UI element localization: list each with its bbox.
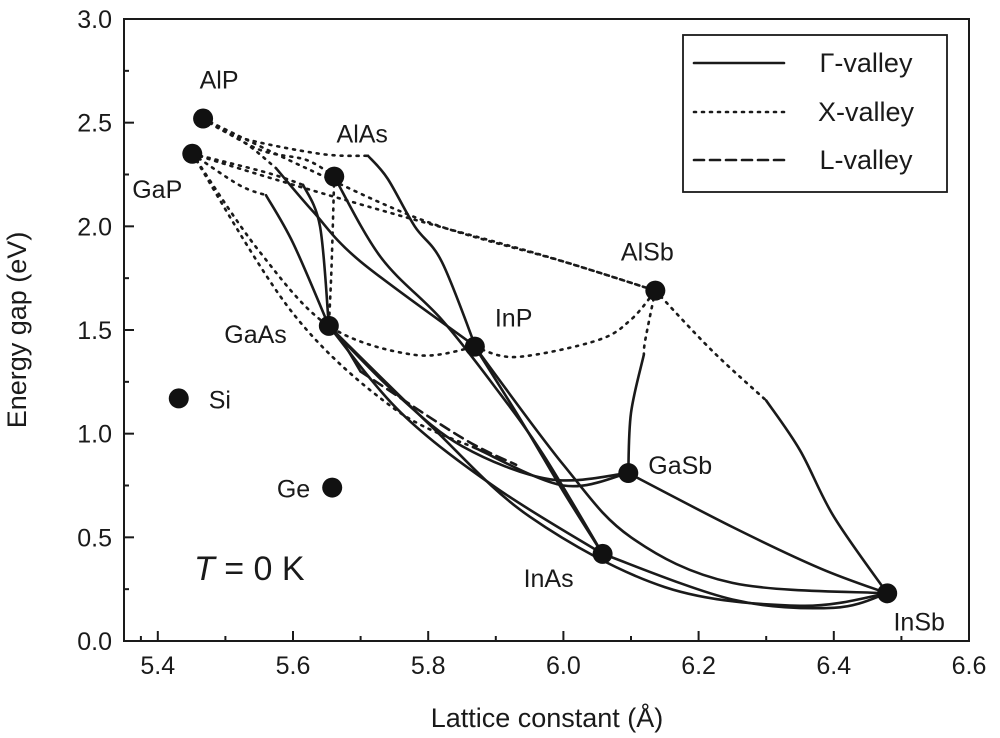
solid-curve — [274, 167, 477, 348]
tick-group: 5.4 5.6 5.8 6.0 6.2 6.4 6.6 0.0 0.5 1.0 1.5 2.0 2.5 3… — [77, 6, 986, 680]
y-tick-label: 3.0 — [77, 6, 112, 34]
legend-label-dashed: L-valley — [819, 145, 913, 175]
dotted-curve — [654, 289, 768, 402]
point-label-alsb: AlSb — [621, 239, 674, 267]
y-tick-label: 0.5 — [77, 524, 112, 552]
x-tick-label: 5.6 — [276, 652, 311, 680]
point-alas — [324, 166, 345, 187]
point-label-ge: Ge — [277, 476, 310, 504]
point-gasb — [618, 463, 639, 484]
point-label-si: Si — [209, 386, 231, 414]
legend-label-solid: Γ-valley — [820, 48, 913, 78]
x-axis-title: Lattice constant (Å) — [431, 702, 664, 733]
point-group: AlP GaP AlAs AlSb InP GaAs Si GaSb Ge InAs InSb — [132, 67, 945, 637]
point-label-inas: InAs — [524, 565, 574, 593]
point-label-gap: GaP — [132, 176, 182, 204]
solid-curve — [301, 183, 331, 328]
dotted-curve — [642, 289, 657, 357]
dotted-curve — [191, 152, 657, 292]
dotted-curve — [191, 152, 477, 357]
dotted-curve — [201, 117, 657, 292]
legend-box — [682, 34, 948, 193]
solid-curve — [327, 324, 604, 556]
x-tick-label: 6.4 — [816, 652, 851, 680]
temperature-value: = 0 K — [215, 550, 305, 588]
y-tick-label: 1.5 — [77, 317, 112, 345]
solid-curve — [627, 471, 889, 595]
y-tick-label: 0.0 — [77, 628, 112, 656]
point-insb — [877, 583, 898, 604]
point-gaas — [318, 315, 339, 336]
point-si — [168, 388, 189, 409]
dotted-curve — [191, 152, 477, 450]
x-tick-label: 5.8 — [411, 652, 446, 680]
point-label-gasb: GaSb — [648, 452, 712, 480]
x-tick-label: 6.0 — [546, 652, 581, 680]
dotted-curve — [201, 117, 278, 170]
point-inas — [592, 543, 613, 564]
dotted-curve — [327, 175, 336, 328]
solid-curve — [264, 193, 331, 328]
point-label-alas: AlAs — [337, 121, 388, 149]
temperature-annotation: T = 0 K — [194, 550, 305, 588]
point-inp — [464, 336, 485, 357]
point-alsb — [645, 280, 666, 301]
dotted-curve — [473, 289, 657, 359]
dotted-curve — [191, 152, 305, 187]
dotted-curve — [191, 152, 268, 197]
point-label-alp: AlP — [200, 67, 239, 95]
y-axis-title: Energy gap (eV) — [2, 232, 32, 429]
curve-group — [191, 117, 889, 610]
solid-curve — [332, 175, 604, 556]
point-ge — [322, 477, 343, 498]
y-tick-label: 2.0 — [77, 213, 112, 241]
point-alp — [193, 108, 214, 129]
temperature-symbol: T — [194, 550, 217, 588]
y-tick-label: 1.0 — [77, 421, 112, 449]
point-gap — [182, 143, 203, 164]
solid-curve — [473, 345, 604, 556]
dotted-curve — [201, 117, 336, 178]
solid-curve — [627, 353, 646, 475]
y-tick-label: 2.5 — [77, 110, 112, 138]
solid-curve — [764, 399, 889, 595]
point-label-inp: InP — [495, 305, 533, 333]
legend: Γ-valley X-valley L-valley — [682, 34, 948, 193]
solid-curve — [327, 324, 889, 608]
legend-label-dotted: X-valley — [818, 97, 915, 127]
dashed-curve — [359, 370, 518, 467]
point-label-insb: InSb — [893, 608, 944, 636]
point-label-gaas: GaAs — [224, 321, 287, 349]
solid-curve — [327, 324, 630, 482]
solid-curve — [366, 154, 477, 348]
solid-curve — [473, 345, 889, 595]
x-tick-label: 6.6 — [952, 652, 987, 680]
x-tick-label: 6.2 — [681, 652, 716, 680]
x-tick-label: 5.4 — [140, 652, 175, 680]
